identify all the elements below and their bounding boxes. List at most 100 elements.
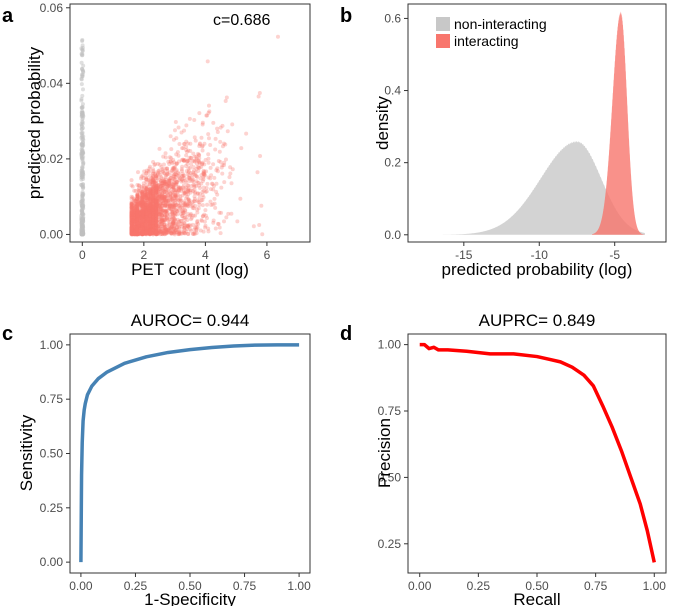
scatter-point-nonzero [129,216,134,221]
scatter-point-nonzero [208,187,213,192]
scatter-point-nonzero [185,194,190,199]
scatter-point-nonzero [197,183,202,188]
scatter-point-nonzero [145,195,150,200]
scatter-point-nonzero [134,206,139,211]
scatter-point-nonzero [148,214,152,219]
x-tick-label: 2 [141,248,148,262]
scatter-point-nonzero [144,222,149,227]
scatter-point-nonzero [184,139,189,144]
scatter-point-nonzero [159,209,164,214]
scatter-point-nonzero [153,205,158,210]
scatter-point-nonzero [170,211,175,216]
scatter-point-nonzero [179,218,184,223]
scatter-point-zero [80,148,85,153]
scatter-point-nonzero [144,206,149,211]
scatter-point-nonzero [154,205,159,210]
scatter-point-nonzero [152,180,157,185]
scatter-point-nonzero [202,141,207,146]
scatter-point-nonzero [135,202,140,207]
scatter-point-nonzero [129,196,134,201]
scatter-point-nonzero [151,186,156,191]
scatter-point-nonzero [162,189,167,194]
scatter-point-nonzero [168,195,173,200]
scatter-point-nonzero [144,214,149,219]
scatter-point-nonzero [186,148,191,153]
scatter-point-nonzero [154,203,159,208]
scatter-point-nonzero [172,206,177,211]
scatter-point-nonzero [151,167,156,172]
scatter-point-nonzero [138,200,143,205]
scatter-point-nonzero [160,167,165,172]
scatter-point-nonzero [195,198,200,203]
scatter-point-nonzero [129,213,134,218]
x-tick-label: 0.25 [124,579,148,593]
scatter-point-nonzero [137,209,142,214]
scatter-point-nonzero [158,196,163,201]
scatter-point-nonzero [186,166,191,171]
scatter-point-nonzero [135,221,140,226]
scatter-point-nonzero [140,231,145,236]
scatter-point-nonzero [130,229,135,234]
scatter-point-nonzero [192,158,197,163]
scatter-point-nonzero [135,208,140,213]
scatter-point-nonzero [149,231,154,236]
scatter-point-nonzero [144,193,149,198]
scatter-point-nonzero [156,209,161,214]
scatter-point-nonzero [192,227,197,232]
scatter-point-nonzero [155,207,160,212]
scatter-point-nonzero [157,197,162,202]
scatter-point-nonzero [136,188,141,193]
scatter-point-nonzero [151,197,156,202]
scatter-point-nonzero [170,196,175,201]
scatter-point-nonzero [143,192,148,197]
scatter-point-nonzero [206,132,211,137]
scatter-point-nonzero [140,224,145,229]
x-tick-label: -5 [609,248,620,262]
scatter-point-nonzero [133,217,138,222]
legend-label-interacting: interacting [454,33,519,49]
scatter-point-nonzero [180,221,185,226]
scatter-point-nonzero [154,231,159,236]
scatter-point-nonzero [167,201,172,206]
scatter-point-nonzero [144,230,149,235]
scatter-point-nonzero [137,232,142,237]
scatter-point-nonzero [151,223,156,228]
scatter-point-nonzero [165,183,170,188]
scatter-point-nonzero [181,189,186,194]
scatter-point-nonzero [165,184,170,189]
scatter-point-nonzero [190,158,195,163]
scatter-point-nonzero [155,203,160,208]
scatter-point-nonzero [197,153,202,158]
scatter-point-nonzero [140,221,145,226]
scatter-point-nonzero [173,190,178,195]
scatter-point-nonzero [189,184,194,189]
scatter-point-nonzero [149,227,154,232]
scatter-point-nonzero [131,227,136,232]
scatter-point-nonzero [133,227,138,232]
scatter-point-nonzero [160,196,165,201]
scatter-point-nonzero [131,227,136,232]
scatter-point-nonzero [135,230,140,235]
scatter-point-nonzero [131,229,136,234]
scatter-point-zero [79,220,84,225]
scatter-point-nonzero [135,215,140,220]
scatter-point-nonzero [132,231,137,236]
scatter-point-nonzero [130,221,135,226]
scatter-point-nonzero [171,227,176,232]
scatter-point-nonzero [182,159,187,164]
scatter-point-nonzero [131,231,136,236]
scatter-point-nonzero [179,224,184,229]
scatter-point-nonzero [135,194,140,199]
scatter-point-nonzero [159,212,164,217]
scatter-point-nonzero [170,193,175,198]
scatter-point-nonzero [148,192,153,197]
scatter-point-nonzero [148,227,152,232]
scatter-point-nonzero [173,180,178,185]
scatter-point-nonzero [170,168,175,173]
scatter-point-nonzero [182,158,187,163]
scatter-point-nonzero [160,208,165,213]
scatter-point-nonzero [160,191,165,196]
scatter-point-nonzero [203,189,208,194]
scatter-point-nonzero [148,200,152,205]
scatter-point-nonzero [163,209,168,214]
